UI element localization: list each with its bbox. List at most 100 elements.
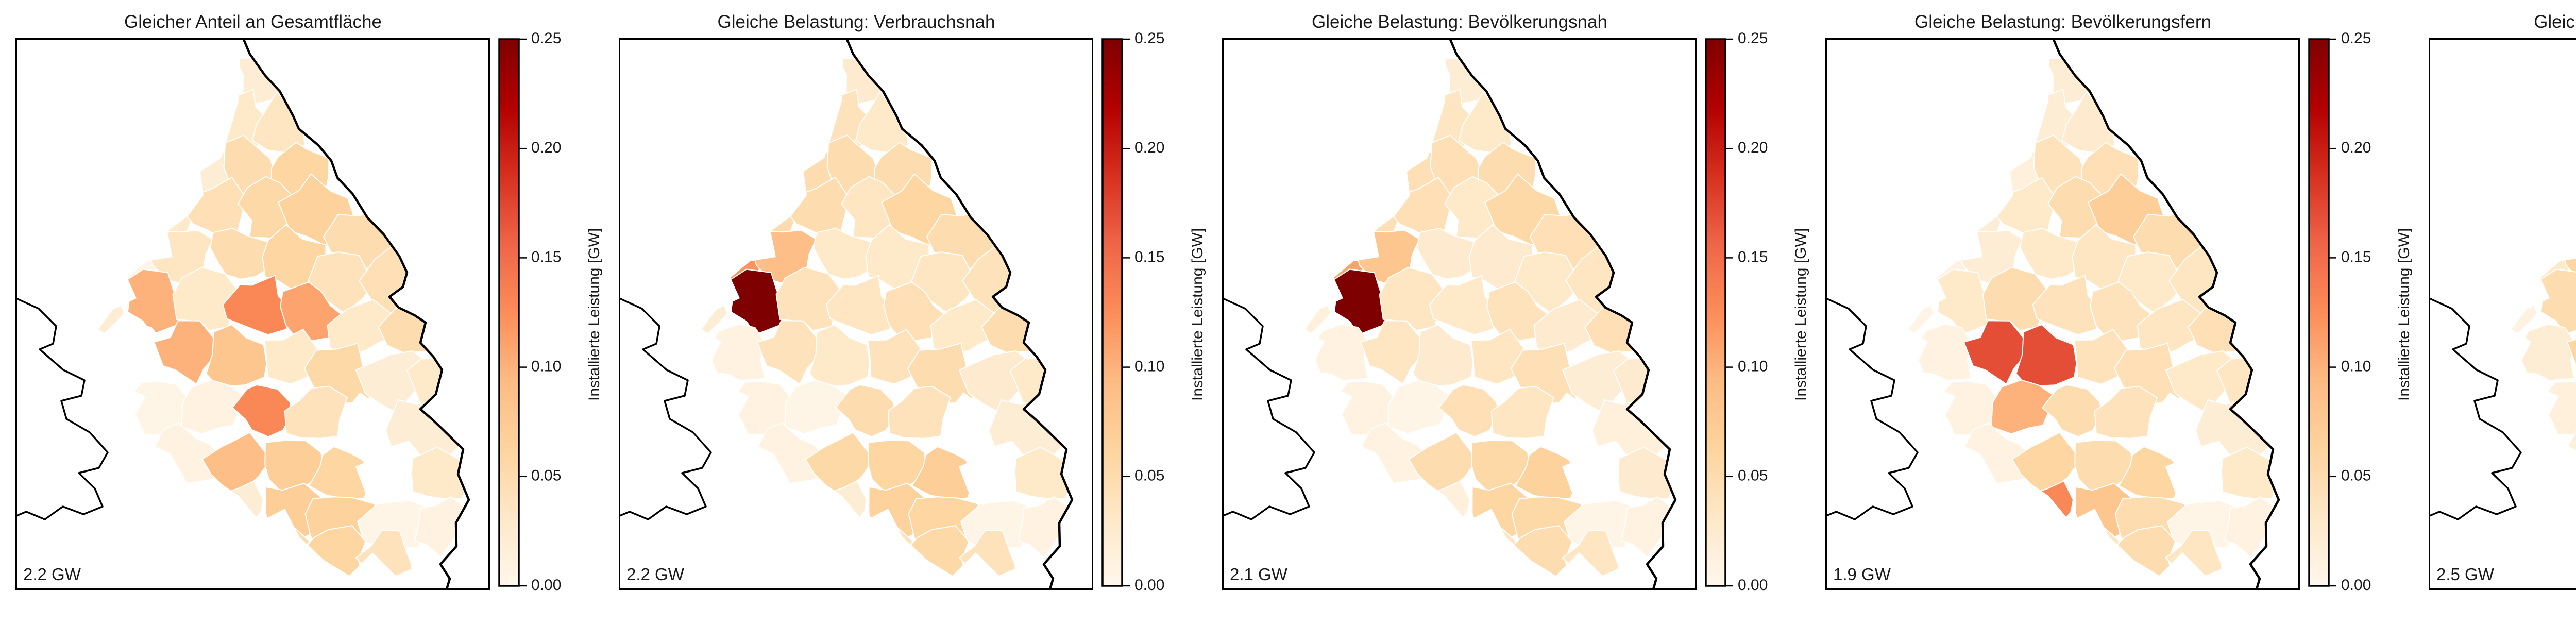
colorbar-tick-label: 0.20	[1134, 139, 1164, 156]
district-cell	[1408, 432, 1475, 492]
choropleth-map: 2.5 GW	[2429, 38, 2576, 590]
district-cell	[2571, 136, 2576, 204]
state-border-line	[2052, 40, 2280, 588]
district-cell	[2020, 227, 2086, 280]
colorbar-gradient	[1705, 38, 1726, 587]
colorbar-tick-label: 0.25	[1134, 30, 1164, 47]
district-cell	[1379, 266, 1446, 331]
district-cell	[2166, 500, 2235, 550]
district-cell	[2146, 392, 2210, 460]
district-cell	[1470, 328, 1525, 385]
total-capacity-label: 2.5 GW	[2436, 565, 2494, 584]
district-cell	[2011, 432, 2078, 492]
total-capacity-label: 1.9 GW	[1833, 565, 1891, 584]
colorbar-gradient	[498, 38, 520, 587]
district-cell	[2512, 274, 2538, 335]
district-cell	[2073, 328, 2128, 385]
district-cell	[1416, 227, 1482, 280]
panel-gleiche-belastung-bevoelkerungsfern: Gleiche Belastung: Bevölkerungsfern 1.9 …	[1810, 0, 2413, 594]
total-capacity-label: 2.2 GW	[626, 565, 684, 584]
district-cell	[2540, 175, 2576, 242]
district-cell	[825, 275, 896, 335]
state-border-line	[1449, 40, 1677, 588]
district-cell	[2094, 385, 2158, 439]
colorbar-tick-label: 0.20	[2341, 139, 2371, 156]
district-cell	[813, 227, 879, 280]
colorbar-tick-label: 0.05	[2341, 467, 2371, 484]
district-cell	[1963, 320, 2027, 385]
district-cell	[1982, 266, 2049, 331]
district-cell	[1908, 274, 1935, 335]
district-cell	[2137, 299, 2205, 358]
choropleth-map: 2.1 GW	[1222, 38, 1697, 590]
district-cell	[939, 392, 1003, 460]
colorbar-tick-label: 0.10	[1738, 358, 1768, 375]
district-cell	[1305, 274, 1332, 335]
map-canvas	[1224, 40, 1677, 588]
map-row: 2.2 GW 0.00 0.05 0.10 0.15 0.20 0.25 Installi…	[0, 30, 603, 594]
panel-gleiche-belastung-verbrauchsnah: Gleiche Belastung: Verbrauchsnah 2.2 GW …	[603, 0, 1207, 594]
district-cell	[1009, 351, 1072, 411]
district-cell	[284, 385, 348, 439]
colorbar: 0.00 0.05 0.10 0.15 0.20 0.25	[2308, 30, 2396, 594]
colorbar-axis-label: Installierte Leistung [GW]	[586, 228, 603, 401]
district-cell	[263, 328, 318, 385]
colorbar-tick-label: 0.05	[1738, 467, 1768, 484]
map-row: 1.9 GW 0.00 0.05 0.10 0.15 0.20 0.25 Installi…	[1810, 30, 2413, 594]
district-cell	[1387, 379, 1450, 434]
district-cell	[357, 500, 426, 550]
colorbar-tick-label: 0.05	[1134, 467, 1164, 484]
colorbar-tick-label: 0.05	[531, 467, 561, 484]
district-cell	[1308, 323, 1369, 381]
map-row: 2.1 GW 0.00 0.05 0.10 0.15 0.20 0.25 Installi…	[1207, 30, 1810, 594]
district-cell	[222, 275, 293, 335]
district-cell	[2514, 323, 2575, 381]
district-cell	[835, 384, 896, 437]
panel-title: Gleicher Anteil an Potentialfläche	[2534, 12, 2576, 32]
district-cell	[756, 320, 820, 385]
district-cell	[1533, 299, 1601, 358]
district-cell	[2216, 351, 2279, 411]
map-canvas	[17, 40, 470, 588]
district-cell	[1621, 496, 1675, 558]
colorbar-tick-label: 0.20	[531, 139, 561, 156]
colorbar-tick-label: 0.25	[2341, 30, 2371, 47]
colorbar-canvas: 0.00 0.05 0.10 0.15 0.20 0.25	[498, 30, 561, 594]
district-cell	[206, 324, 267, 387]
district-cell	[406, 351, 469, 411]
district-cell	[784, 379, 847, 434]
district-cell	[730, 175, 799, 242]
district-cell	[2224, 496, 2279, 558]
district-cell	[210, 227, 276, 280]
colorbar-tick-label: 0.15	[531, 248, 561, 265]
colorbar-tick-label: 0.00	[2341, 577, 2371, 594]
colorbar-canvas: 0.00 0.05 0.10 0.15 0.20 0.25	[2308, 30, 2371, 594]
district-cell	[805, 432, 871, 492]
district-cell	[153, 320, 217, 385]
district-cell	[414, 496, 469, 558]
colorbar-gradient	[1101, 38, 1123, 587]
map-row: 2.2 GW 0.00 0.05 0.10 0.15 0.20 0.25 Installi…	[603, 30, 1207, 594]
panel-title: Gleiche Belastung: Bevölkerungsnah	[1312, 12, 1607, 32]
district-cell	[101, 323, 162, 381]
panel-gleiche-belastung-bevoelkerungsnah: Gleiche Belastung: Bevölkerungsnah 2.1 G…	[1207, 0, 1810, 594]
district-cell	[1490, 385, 1555, 439]
district-cell	[1911, 323, 1972, 381]
colorbar-tick-label: 0.25	[531, 30, 561, 47]
district-cell	[2537, 381, 2576, 436]
district-cell	[809, 324, 871, 387]
district-cell	[2015, 324, 2077, 387]
colorbar-axis-label: Installierte Leistung [GW]	[1189, 228, 1206, 401]
panel-title: Gleiche Belastung: Bevölkerungsfern	[1914, 12, 2211, 32]
state-border-line	[242, 40, 470, 588]
district-cell	[2041, 384, 2103, 437]
district-cell	[1412, 324, 1474, 387]
district-cell	[1543, 392, 1606, 460]
colorbar-tick-label: 0.00	[531, 577, 561, 594]
colorbar-tick-label: 0.15	[1738, 248, 1768, 265]
district-cell	[1563, 500, 1632, 550]
district-cell	[704, 323, 766, 381]
colorbar-tick-label: 0.20	[1738, 139, 1768, 156]
panel-title: Gleiche Belastung: Verbrauchsnah	[717, 12, 995, 32]
colorbar-gradient	[2308, 38, 2330, 587]
